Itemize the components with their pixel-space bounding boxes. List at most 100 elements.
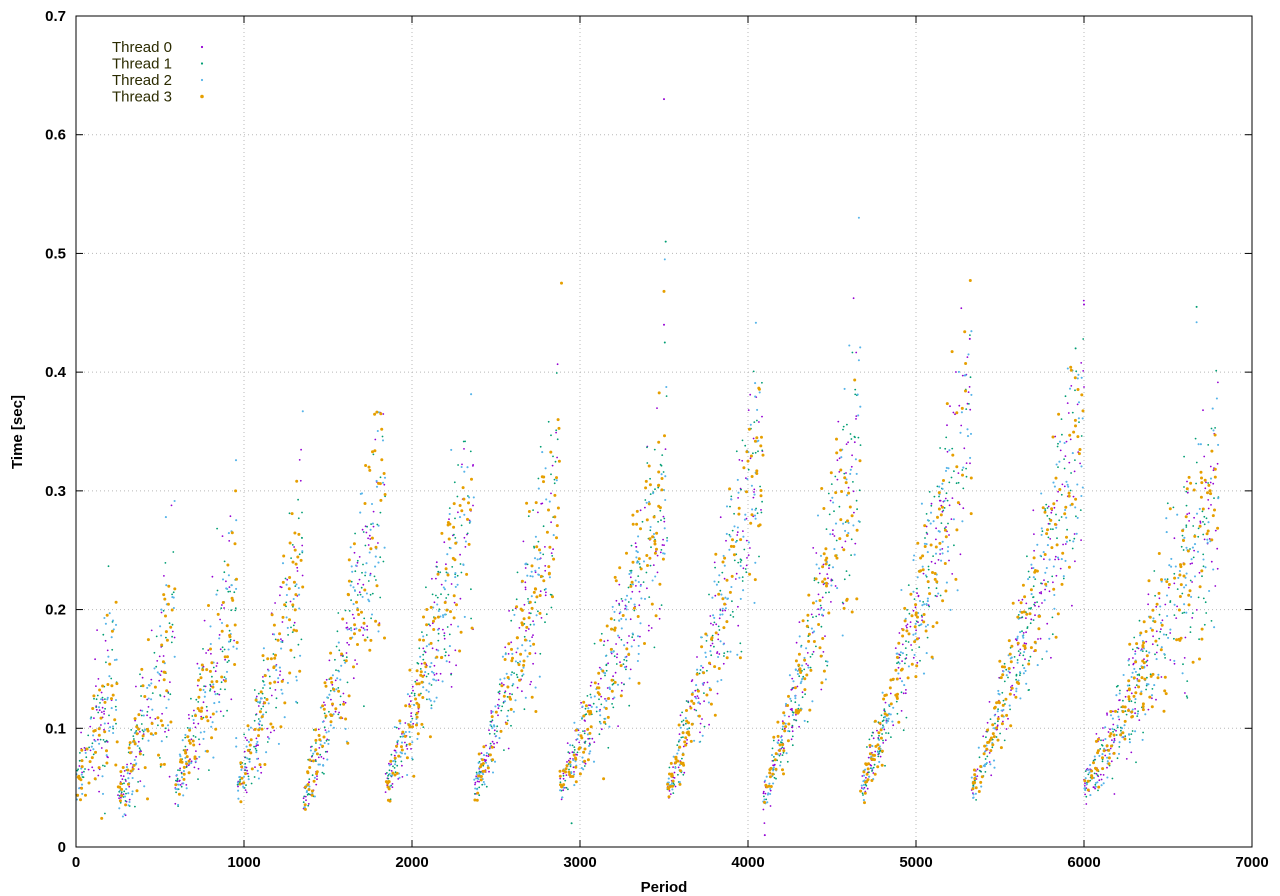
- data-point: [237, 785, 239, 788]
- data-point: [164, 727, 167, 730]
- data-point: [1051, 575, 1054, 578]
- data-point: [511, 656, 514, 660]
- data-point: [701, 718, 703, 720]
- data-point: [493, 725, 496, 728]
- data-point: [410, 692, 413, 694]
- data-point: [1121, 710, 1125, 714]
- data-point: [625, 608, 628, 611]
- data-point: [1082, 370, 1085, 372]
- data-point: [393, 767, 396, 769]
- data-point: [110, 629, 114, 633]
- data-point: [123, 782, 125, 785]
- data-point: [685, 700, 688, 702]
- data-point: [409, 736, 411, 738]
- data-point: [1203, 523, 1206, 526]
- data-point: [445, 651, 447, 654]
- data-point: [759, 489, 763, 492]
- data-point: [219, 688, 222, 690]
- data-point: [944, 447, 947, 450]
- data-point: [192, 718, 195, 721]
- data-point: [1033, 569, 1037, 572]
- data-point: [782, 751, 785, 754]
- data-point: [440, 655, 444, 659]
- data-point: [943, 499, 946, 502]
- data-point: [295, 700, 298, 703]
- data-point: [376, 523, 379, 526]
- data-point: [787, 722, 791, 726]
- data-point: [164, 562, 167, 564]
- data-point: [437, 609, 440, 613]
- data-point: [683, 740, 687, 744]
- data-point: [1023, 595, 1027, 599]
- data-point: [1215, 369, 1218, 372]
- data-point: [1033, 549, 1035, 552]
- data-point: [1085, 795, 1088, 798]
- data-point: [317, 763, 320, 766]
- data-point: [173, 655, 176, 658]
- data-point: [212, 683, 215, 686]
- data-point: [1102, 727, 1104, 729]
- data-point: [797, 652, 801, 656]
- data-point: [564, 779, 567, 782]
- data-point: [463, 513, 466, 516]
- data-point: [601, 669, 605, 673]
- data-point: [133, 742, 137, 746]
- data-point: [905, 640, 907, 643]
- data-point: [424, 651, 427, 654]
- data-point: [1131, 708, 1134, 711]
- data-point: [185, 787, 188, 790]
- data-point: [550, 606, 553, 609]
- data-point: [297, 498, 299, 501]
- data-point: [910, 614, 914, 618]
- data-point: [119, 770, 123, 774]
- data-point: [859, 346, 862, 349]
- data-point: [1125, 758, 1128, 760]
- data-point: [620, 598, 623, 600]
- data-point: [830, 483, 833, 485]
- data-point: [1015, 678, 1017, 681]
- data-point: [969, 432, 973, 435]
- data-point: [709, 615, 712, 617]
- data-point: [837, 420, 840, 423]
- data-point: [882, 739, 884, 742]
- data-point: [342, 655, 344, 658]
- data-point: [778, 754, 781, 757]
- data-point: [1102, 739, 1105, 742]
- data-point: [621, 614, 625, 617]
- data-point: [626, 641, 629, 644]
- data-point: [1080, 376, 1083, 379]
- data-point: [1003, 739, 1006, 742]
- data-point: [995, 726, 999, 730]
- data-point: [598, 733, 601, 736]
- data-point: [738, 656, 742, 660]
- data-point: [718, 629, 721, 631]
- data-point: [796, 672, 799, 676]
- data-point: [1184, 636, 1187, 639]
- data-point: [934, 552, 938, 555]
- data-point: [97, 766, 101, 770]
- data-point: [479, 778, 483, 782]
- data-point: [448, 512, 451, 516]
- data-point: [725, 505, 729, 508]
- data-point: [799, 671, 803, 674]
- data-point: [646, 564, 649, 567]
- data-point: [324, 684, 328, 688]
- data-point: [1155, 698, 1157, 701]
- data-point: [194, 736, 197, 738]
- data-point: [1158, 597, 1161, 600]
- data-point: [765, 798, 768, 801]
- data-point: [192, 722, 195, 725]
- data-point: [1016, 637, 1019, 640]
- data-point: [425, 689, 428, 692]
- data-point: [364, 571, 367, 574]
- data-point: [143, 785, 146, 788]
- data-point: [1189, 481, 1193, 485]
- data-point: [1019, 601, 1023, 605]
- data-point: [1047, 581, 1049, 583]
- data-point: [460, 465, 463, 469]
- data-point: [926, 519, 929, 522]
- data-point: [379, 556, 382, 559]
- data-point: [678, 739, 681, 742]
- data-point: [580, 701, 582, 704]
- data-point: [686, 728, 689, 731]
